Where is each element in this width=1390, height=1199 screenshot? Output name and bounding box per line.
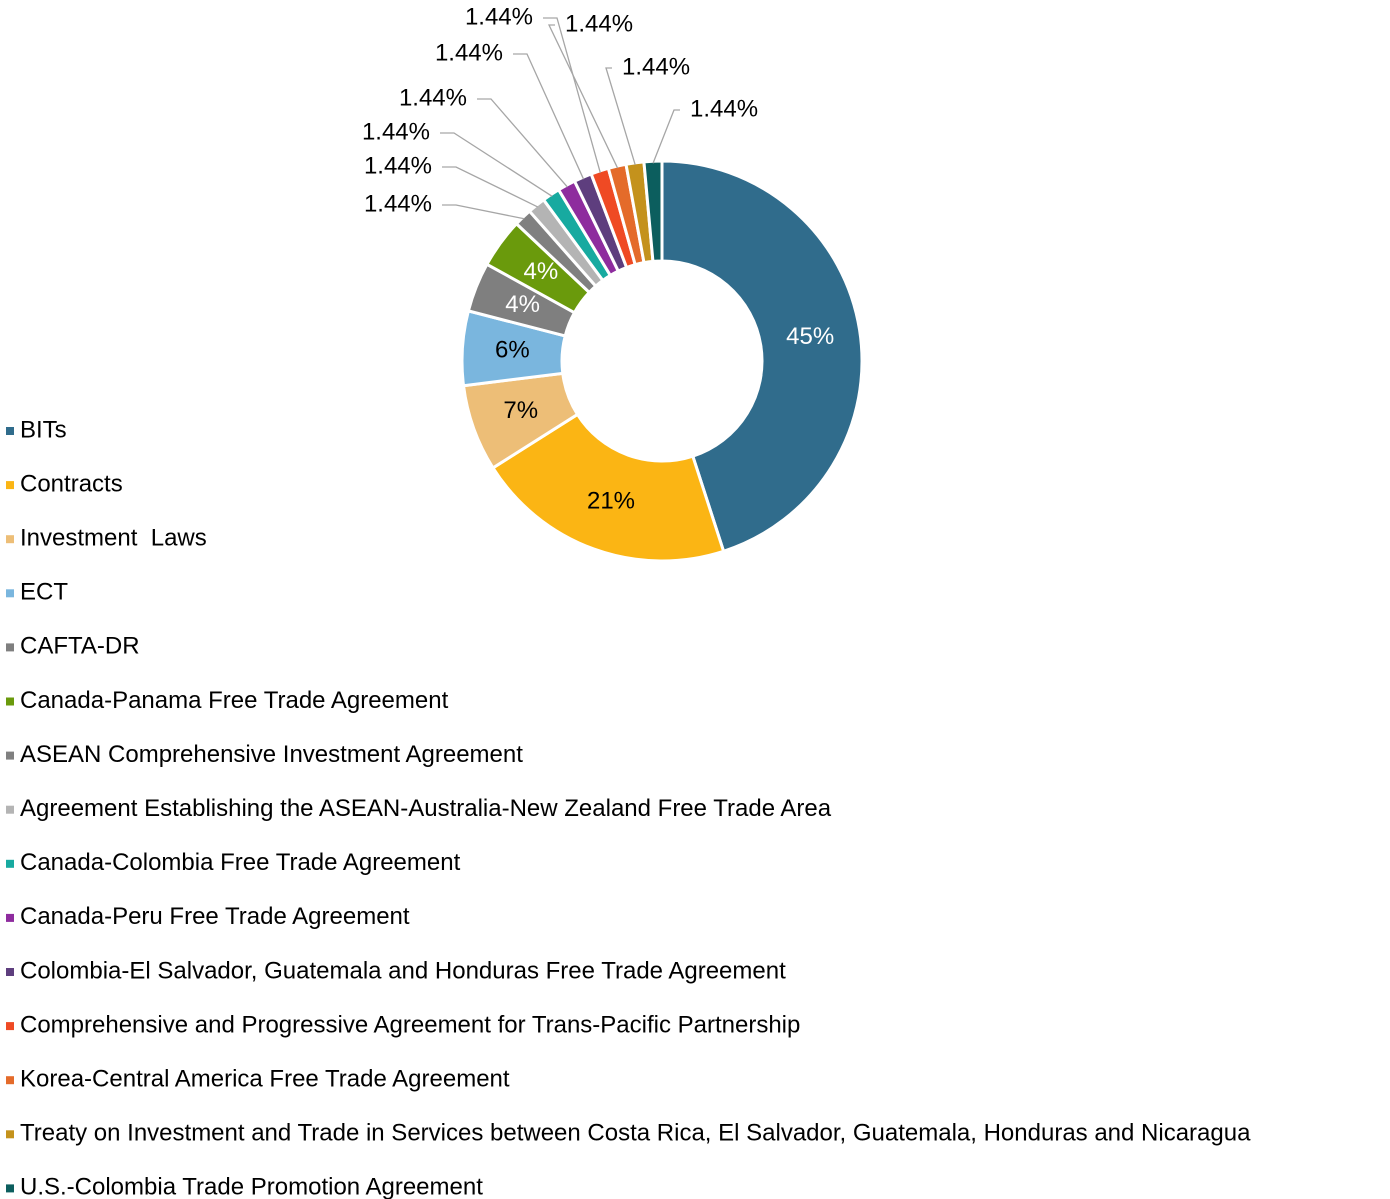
slice xyxy=(490,412,726,563)
legend-swatch xyxy=(6,805,14,814)
legend-label: ASEAN Comprehensive Investment Agreement xyxy=(20,741,523,768)
legend-swatch xyxy=(6,643,14,652)
legend-swatch xyxy=(6,1076,14,1085)
data-label: 1.44% xyxy=(690,95,758,122)
leader-line xyxy=(442,166,538,208)
data-label: 1.44% xyxy=(362,118,430,145)
legend-swatch xyxy=(6,427,14,435)
data-label: 21% xyxy=(587,487,635,514)
data-label: 45% xyxy=(786,323,834,350)
leader-line xyxy=(605,67,636,166)
leader-line xyxy=(477,98,568,188)
leader-line xyxy=(652,109,680,164)
legend-swatch xyxy=(6,968,14,976)
slice xyxy=(660,159,864,554)
legend-swatch xyxy=(6,481,14,490)
legend-label: Contracts xyxy=(20,470,123,497)
legend-label: Colombia-El Salvador, Guatemala and Hond… xyxy=(20,957,786,984)
legend-swatch xyxy=(6,751,14,760)
legend-swatch xyxy=(6,589,14,598)
legend-label: Canada-Panama Free Trade Agreement xyxy=(20,687,449,714)
leader-line xyxy=(547,24,619,169)
legend-label: Investment Laws xyxy=(20,525,207,552)
data-label: 6% xyxy=(495,337,530,364)
slice xyxy=(642,159,664,264)
data-label: 1.44% xyxy=(565,10,633,37)
legend-label: ECT xyxy=(20,579,68,606)
legend-swatch xyxy=(6,1184,14,1193)
legend-swatch xyxy=(6,913,14,922)
legend-label: Comprehensive and Progressive Agreement … xyxy=(20,1011,800,1038)
legend-label: Treaty on Investment and Trade in Servic… xyxy=(20,1120,1251,1147)
data-label: 4% xyxy=(505,291,540,318)
data-label: 1.44% xyxy=(435,39,503,66)
data-label: 1.44% xyxy=(399,84,467,111)
data-label: 7% xyxy=(503,397,538,424)
leader-line xyxy=(543,17,601,174)
legend-swatch xyxy=(6,859,14,868)
legend-label: Korea-Central America Free Trade Agreeme… xyxy=(20,1066,510,1093)
legend-label: Canada-Peru Free Trade Agreement xyxy=(20,903,410,930)
legend-swatch xyxy=(6,697,14,706)
data-label: 1.44% xyxy=(465,3,533,30)
legend-label: U.S.-Colombia Trade Promotion Agreement xyxy=(20,1174,483,1199)
leader-line xyxy=(440,132,553,197)
legend-swatch xyxy=(6,1022,14,1031)
legend-label: Agreement Establishing the ASEAN-Austral… xyxy=(20,795,832,822)
legend-swatch xyxy=(6,1130,14,1139)
data-label: 1.44% xyxy=(364,152,432,179)
legend-label: Canada-Colombia Free Trade Agreement xyxy=(20,849,461,876)
legend-label: CAFTA-DR xyxy=(20,633,140,660)
legend-swatch xyxy=(6,535,14,544)
legend-label: BITs xyxy=(20,416,67,443)
leader-line xyxy=(442,204,525,220)
data-label: 4% xyxy=(523,258,558,285)
leader-line xyxy=(513,53,585,180)
data-label: 1.44% xyxy=(622,53,690,80)
data-label: 1.44% xyxy=(364,190,432,217)
